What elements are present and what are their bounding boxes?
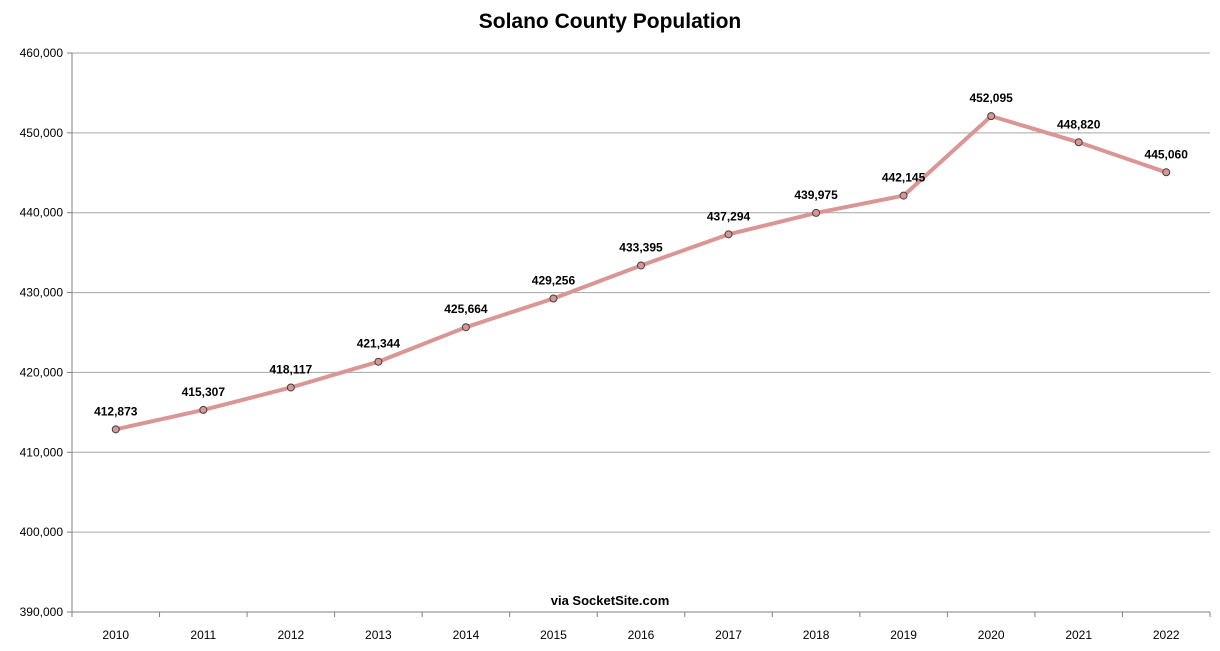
data-label: 421,344: [357, 337, 401, 351]
x-tick-label: 2021: [1065, 628, 1092, 642]
y-tick-label: 420,000: [20, 365, 64, 379]
data-point: [987, 112, 996, 121]
data-label: 437,294: [707, 209, 751, 223]
x-tick-label: 2015: [540, 628, 567, 642]
data-point: [812, 208, 821, 217]
x-tick-label: 2013: [365, 628, 392, 642]
x-tick-label: 2016: [628, 628, 655, 642]
y-tick-label: 390,000: [20, 605, 64, 619]
data-point: [374, 357, 383, 366]
x-tick-label: 2020: [978, 628, 1005, 642]
series-population: [111, 112, 1171, 434]
data-label: 415,307: [182, 385, 226, 399]
x-axis-ticks: 2010 2011 2012 2013 2014 2015 2016 2017 2018 2019…: [71, 612, 1211, 642]
data-label: 439,975: [794, 188, 838, 202]
axes: [71, 53, 1210, 613]
data-point: [724, 230, 733, 239]
data-label: 425,664: [444, 302, 488, 316]
y-tick-label: 410,000: [20, 445, 64, 459]
data-label: 412,873: [94, 404, 138, 418]
x-tick-label: 2014: [453, 628, 480, 642]
data-label: 418,117: [269, 362, 312, 376]
y-tick-label: 450,000: [20, 126, 64, 140]
y-tick-label: 400,000: [20, 525, 64, 539]
data-point: [549, 294, 558, 303]
gridlines: [72, 52, 1210, 533]
data-point: [637, 261, 645, 270]
series-line: [113, 114, 1169, 432]
data-point: [1074, 138, 1083, 147]
x-tick-label: 2011: [190, 628, 216, 642]
data-point: [899, 191, 908, 200]
data-point: [199, 405, 208, 414]
y-tick-label: 430,000: [20, 286, 64, 300]
data-labels: 412,873 415,307 418,117 421,344 425,664 429,2…: [94, 91, 1188, 418]
data-label: 452,095: [969, 91, 1013, 105]
y-axis-ticks: 390,000 400,000 410,000 420,000 430,000 440,0…: [20, 46, 72, 619]
x-tick-label: 2019: [890, 628, 917, 642]
x-tick-label: 2017: [715, 628, 742, 642]
data-point: [461, 323, 470, 332]
data-label: 433,395: [619, 240, 663, 254]
y-tick-label: 440,000: [20, 206, 64, 220]
chart-title: Solano County Population: [479, 10, 741, 33]
data-label: 429,256: [532, 274, 576, 288]
x-tick-label: 2022: [1153, 628, 1180, 642]
data-point: [1162, 168, 1171, 177]
x-tick-label: 2018: [803, 628, 830, 642]
data-label: 448,820: [1057, 117, 1101, 131]
source-note: via SocketSite.com: [551, 593, 670, 608]
x-tick-label: 2012: [277, 628, 304, 642]
data-label: 442,145: [882, 171, 926, 185]
x-tick-label: 2010: [102, 628, 129, 642]
data-point: [111, 425, 120, 434]
data-label: 445,060: [1145, 147, 1189, 161]
y-tick-label: 460,000: [20, 46, 64, 60]
data-point: [286, 383, 295, 392]
